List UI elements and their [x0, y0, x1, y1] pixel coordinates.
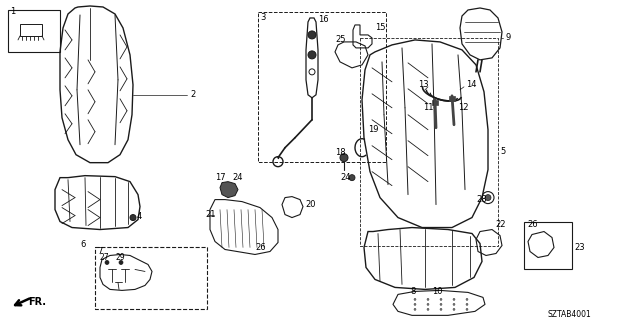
- Circle shape: [308, 51, 316, 59]
- Text: 25: 25: [335, 36, 346, 44]
- Text: 14: 14: [466, 80, 477, 89]
- Polygon shape: [449, 96, 455, 101]
- Text: 26: 26: [255, 243, 266, 252]
- Bar: [360, 38, 498, 245]
- Bar: [95, 247, 207, 309]
- Text: 24: 24: [340, 173, 351, 182]
- Text: 2: 2: [190, 90, 195, 99]
- Circle shape: [440, 303, 442, 305]
- Text: 19: 19: [368, 125, 378, 134]
- Circle shape: [130, 215, 136, 220]
- Circle shape: [440, 298, 442, 300]
- Text: SZTAB4001: SZTAB4001: [548, 310, 592, 319]
- Bar: [258, 12, 386, 162]
- Text: 1: 1: [10, 7, 15, 16]
- Bar: [524, 221, 572, 269]
- Circle shape: [466, 303, 468, 305]
- Text: 9: 9: [505, 33, 510, 43]
- Circle shape: [308, 31, 316, 39]
- Text: 27: 27: [99, 253, 109, 262]
- Text: 23: 23: [574, 243, 584, 252]
- Circle shape: [105, 260, 109, 264]
- Text: FR.: FR.: [28, 297, 46, 308]
- Text: 22: 22: [495, 220, 506, 229]
- Text: 4: 4: [137, 212, 142, 221]
- Text: 24: 24: [232, 173, 243, 182]
- Text: 8: 8: [410, 287, 416, 296]
- Text: 29: 29: [115, 253, 125, 262]
- Circle shape: [340, 154, 348, 162]
- Circle shape: [453, 303, 455, 305]
- Text: 16: 16: [318, 15, 328, 24]
- Text: 10: 10: [432, 287, 442, 296]
- Circle shape: [466, 308, 468, 310]
- Circle shape: [427, 308, 429, 310]
- Text: 7: 7: [97, 247, 102, 256]
- Circle shape: [440, 308, 442, 310]
- Text: 6: 6: [80, 240, 85, 249]
- Text: 13: 13: [418, 80, 429, 89]
- Text: 20: 20: [305, 200, 316, 209]
- Text: 3: 3: [260, 13, 266, 22]
- Text: 12: 12: [458, 103, 468, 112]
- Circle shape: [427, 303, 429, 305]
- Text: 18: 18: [335, 148, 346, 157]
- Polygon shape: [220, 182, 238, 197]
- Polygon shape: [432, 100, 438, 105]
- Text: 28: 28: [476, 195, 486, 204]
- Circle shape: [414, 308, 416, 310]
- Text: 5: 5: [500, 147, 505, 156]
- Circle shape: [485, 195, 491, 201]
- Circle shape: [119, 260, 123, 264]
- Circle shape: [466, 298, 468, 300]
- Circle shape: [427, 298, 429, 300]
- Circle shape: [453, 298, 455, 300]
- Text: 11: 11: [423, 103, 433, 112]
- Circle shape: [349, 175, 355, 180]
- Text: 15: 15: [375, 23, 385, 32]
- Circle shape: [414, 303, 416, 305]
- Circle shape: [414, 298, 416, 300]
- Bar: [8, 10, 60, 52]
- Circle shape: [453, 308, 455, 310]
- Text: 17: 17: [215, 173, 226, 182]
- Text: 21: 21: [205, 210, 216, 219]
- Text: 26: 26: [527, 220, 538, 229]
